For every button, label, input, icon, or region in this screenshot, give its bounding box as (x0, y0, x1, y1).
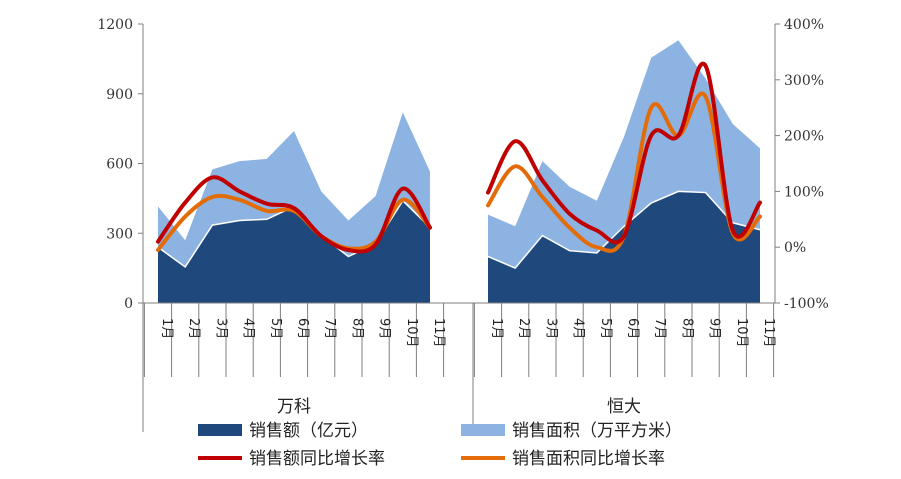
group-label: 万科 (277, 397, 311, 417)
right-tick-label: 0% (784, 240, 806, 256)
right-tick-label: -100% (784, 296, 829, 312)
left-tick-label: 0 (124, 296, 133, 312)
month-label: 8月 (679, 318, 694, 339)
area-sales-amount-edge-1 (487, 190, 761, 270)
legend-swatch (461, 424, 505, 436)
month-label: 6月 (295, 318, 310, 339)
left-tick-label: 900 (106, 87, 133, 103)
month-label: 7月 (322, 318, 337, 339)
area-sales-amount-0 (158, 200, 430, 303)
line-sales-amount-yoy-0 (156, 175, 432, 254)
month-label: 4月 (571, 318, 586, 339)
month-label: 1月 (159, 318, 174, 339)
legend-label: 销售面积同比增长率 (512, 449, 665, 469)
month-label: 2月 (516, 318, 531, 339)
line-sales-amount-yoy-1 (486, 61, 762, 245)
right-tick-label: 200% (784, 129, 824, 145)
month-label: 5月 (598, 318, 613, 339)
month-label: 2月 (186, 318, 201, 339)
month-label: 1月 (489, 318, 504, 339)
month-label: 6月 (625, 318, 640, 339)
legend: 销售额（亿元） 销售面积（万平方米） 销售额同比增长率 销售面积同比增长率 (198, 421, 682, 469)
left-tick-label: 600 (106, 157, 133, 173)
month-label: 9月 (377, 318, 392, 339)
group-label: 恒大 (607, 397, 641, 417)
month-label: 3月 (213, 318, 228, 339)
month-label: 7月 (652, 318, 667, 339)
left-tick-label: 1200 (97, 17, 133, 33)
month-label: 11月 (431, 318, 446, 348)
area-sales-amount-1 (488, 191, 760, 303)
month-label: 11月 (761, 318, 776, 348)
legend-label: 销售额同比增长率 (249, 449, 385, 469)
legend-swatch (198, 424, 242, 436)
area-layer (157, 40, 761, 304)
right-tick-label: 100% (784, 184, 824, 200)
month-label: 4月 (241, 318, 256, 339)
line-layer (156, 61, 762, 254)
month-label: 10月 (404, 318, 419, 348)
axes-layer (138, 23, 780, 432)
month-label: 10月 (734, 318, 749, 348)
month-label: 8月 (349, 318, 364, 339)
month-label: 3月 (543, 318, 558, 339)
month-label: 9月 (707, 318, 722, 339)
legend-label: 销售额（亿元） (249, 421, 368, 441)
legend-label: 销售面积（万平方米） (512, 421, 682, 441)
left-tick-label: 300 (106, 226, 133, 242)
line-sales-area-yoy-1 (486, 91, 762, 253)
right-tick-label: 300% (784, 73, 824, 89)
month-label: 5月 (268, 318, 283, 339)
right-tick-label: 400% (784, 17, 824, 33)
